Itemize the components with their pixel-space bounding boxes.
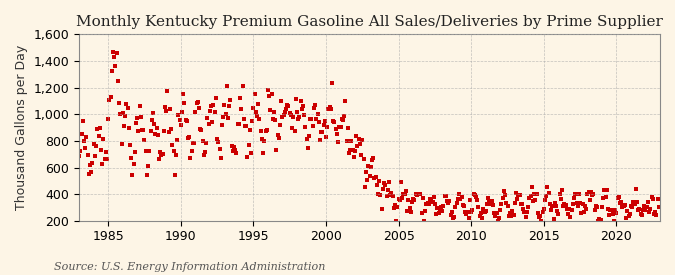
Text: Source: U.S. Energy Information Administration: Source: U.S. Energy Information Administ… bbox=[54, 262, 325, 271]
Title: Monthly Kentucky Premium Gasoline All Sales/Deliveries by Prime Supplier: Monthly Kentucky Premium Gasoline All Sa… bbox=[76, 15, 663, 29]
Y-axis label: Thousand Gallons per Day: Thousand Gallons per Day bbox=[15, 45, 28, 210]
